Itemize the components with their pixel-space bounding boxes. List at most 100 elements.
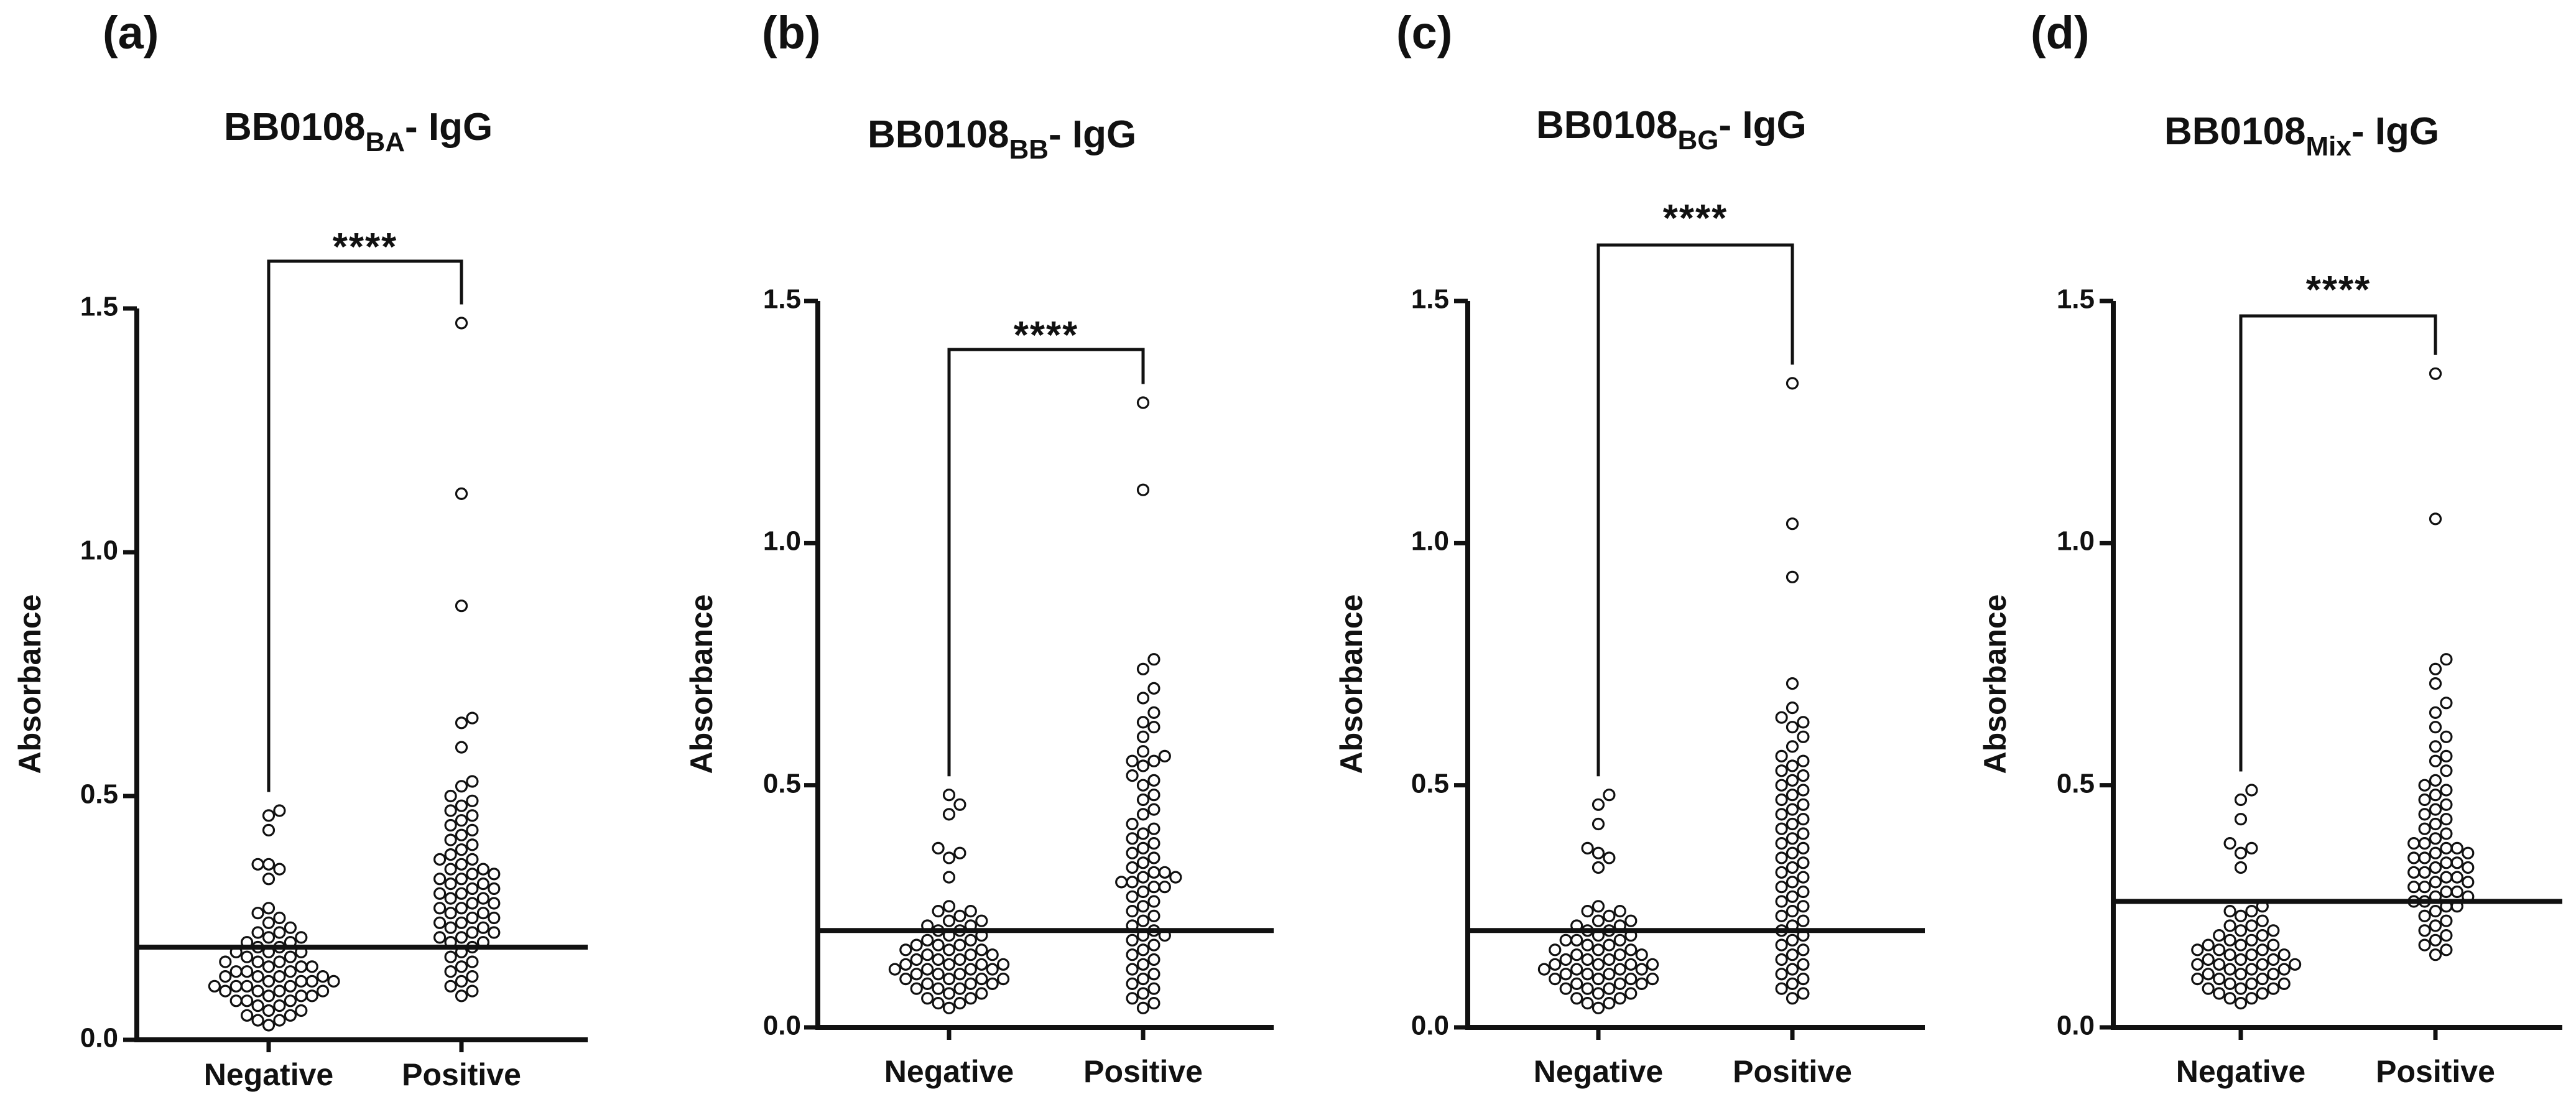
data-point <box>2418 909 2431 923</box>
data-point <box>2213 928 2226 942</box>
data-point <box>1775 938 1788 952</box>
data-point <box>996 958 1010 971</box>
data-point <box>1591 914 1605 927</box>
data-point <box>444 907 457 920</box>
data-point <box>932 938 945 952</box>
title-suffix: - IgG <box>1049 113 1136 156</box>
title-subscript: BA <box>365 127 405 157</box>
chart-title: BB0108BG- IgG <box>1536 104 1807 155</box>
data-point <box>1147 682 1161 695</box>
data-point <box>455 600 468 613</box>
y-tick-label: 1.5 <box>80 292 118 322</box>
data-point <box>942 900 956 913</box>
data-point <box>2234 968 2248 981</box>
data-point <box>284 950 297 963</box>
data-point <box>466 711 479 725</box>
data-point <box>1169 871 1182 884</box>
data-point <box>2234 924 2248 937</box>
data-point <box>273 999 286 1012</box>
data-point <box>1115 876 1128 889</box>
data-point <box>1591 861 1605 874</box>
data-point <box>1775 711 1788 724</box>
data-point <box>444 979 457 993</box>
panel-label: (d) <box>2031 7 2090 58</box>
data-point <box>488 882 501 896</box>
plot-area <box>1454 243 1925 1040</box>
data-point <box>1775 881 1788 894</box>
data-point <box>295 989 308 1002</box>
data-point <box>1786 876 1799 889</box>
data-point <box>262 809 276 822</box>
panel-label: (b) <box>762 7 821 58</box>
data-point <box>2440 764 2453 777</box>
data-point <box>932 953 945 966</box>
significance-bracket <box>267 259 463 792</box>
data-point <box>1786 517 1799 530</box>
data-point <box>2202 938 2215 952</box>
data-point <box>295 960 308 973</box>
data-point <box>2289 958 2302 971</box>
data-point <box>1549 943 1562 956</box>
data-point <box>488 911 501 925</box>
data-point <box>2429 948 2442 961</box>
data-point <box>1613 977 1626 991</box>
data-point <box>2267 982 2280 995</box>
data-point <box>466 970 479 983</box>
y-tick-label: 1.0 <box>763 526 801 557</box>
data-point <box>1158 749 1171 763</box>
y-tick-label: 1.0 <box>1411 526 1449 557</box>
data-point <box>466 926 479 939</box>
data-point <box>2234 996 2248 1010</box>
data-point <box>2440 784 2453 797</box>
data-point <box>262 902 276 915</box>
data-point <box>316 970 330 983</box>
data-point <box>1136 662 1150 675</box>
data-point <box>2440 856 2453 869</box>
data-point <box>444 833 457 846</box>
data-point <box>455 975 468 988</box>
data-point <box>2429 789 2442 802</box>
data-point <box>2429 904 2442 918</box>
data-point <box>2429 919 2442 932</box>
data-point <box>466 868 479 881</box>
data-point <box>2191 972 2204 986</box>
data-point <box>2429 367 2442 380</box>
data-point <box>2202 968 2215 981</box>
data-point <box>466 897 479 910</box>
data-point <box>208 979 221 993</box>
data-point <box>964 933 977 947</box>
data-point <box>1136 779 1150 792</box>
y-tick-label: 1.0 <box>80 535 118 566</box>
data-point <box>2245 784 2258 797</box>
data-point <box>241 950 254 963</box>
data-point <box>2407 836 2421 850</box>
data-point <box>1136 841 1150 855</box>
data-point <box>2234 982 2248 995</box>
data-point <box>1603 938 1616 952</box>
data-point <box>2440 928 2453 942</box>
data-point <box>2440 827 2453 840</box>
data-point <box>455 887 468 900</box>
data-point <box>899 972 912 986</box>
data-point <box>2407 851 2421 864</box>
data-point <box>455 843 468 856</box>
data-point <box>1624 958 1638 971</box>
x-category-label: Positive <box>402 1057 521 1092</box>
data-point <box>1147 866 1161 879</box>
data-point <box>455 828 468 841</box>
data-point <box>1147 982 1161 995</box>
data-point <box>2234 813 2248 826</box>
data-point <box>2256 972 2269 986</box>
data-point <box>251 1014 264 1027</box>
data-point <box>2440 813 2453 826</box>
data-point <box>2267 968 2280 981</box>
data-point <box>1158 881 1171 894</box>
data-point <box>1136 1001 1150 1015</box>
data-point <box>2202 982 2215 995</box>
data-point <box>241 979 254 993</box>
data-point <box>1775 895 1788 908</box>
data-point <box>1126 904 1139 918</box>
data-point <box>262 989 276 1002</box>
data-point <box>1136 793 1150 807</box>
data-point <box>1147 895 1161 908</box>
